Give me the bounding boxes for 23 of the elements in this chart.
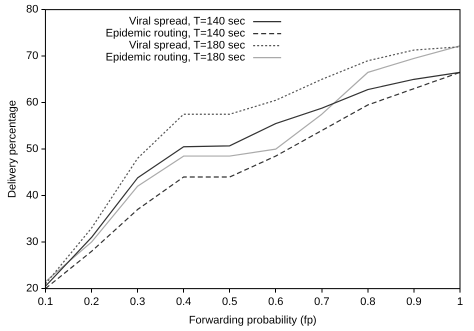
legend-label: Epidemic routing, T=180 sec — [106, 52, 246, 64]
y-tick-label: 50 — [26, 143, 38, 156]
y-axis-title: Delivery percentage — [6, 100, 19, 198]
x-tick-label: 0.6 — [268, 296, 284, 308]
y-tick-label: 20 — [26, 282, 38, 295]
x-tick-label: 0.8 — [360, 296, 376, 308]
y-tick-label: 30 — [26, 236, 38, 248]
x-tick-label: 0.4 — [176, 296, 192, 308]
x-tick-label: 0.5 — [222, 296, 238, 308]
x-tick-label: 0.7 — [314, 296, 330, 308]
legend-label: Epidemic routing, T=140 sec — [106, 28, 246, 40]
x-tick-label: 0.3 — [130, 296, 146, 308]
x-tick-label: 1 — [456, 296, 464, 308]
x-tick-label: 0.9 — [406, 296, 422, 308]
x-axis-title: Forwarding probability (fp) — [188, 314, 317, 326]
y-tick-label: 60 — [26, 96, 38, 109]
y-tick-label: 40 — [26, 190, 38, 202]
y-tick-label: 70 — [26, 50, 38, 62]
x-tick-label: 0.1 — [38, 296, 54, 308]
x-tick-label: 0.2 — [84, 296, 100, 308]
y-tick-label: 80 — [26, 4, 38, 16]
legend-label: Viral spread, T=180 sec — [129, 40, 246, 52]
legend-label: Viral spread, T=140 sec — [129, 16, 246, 28]
